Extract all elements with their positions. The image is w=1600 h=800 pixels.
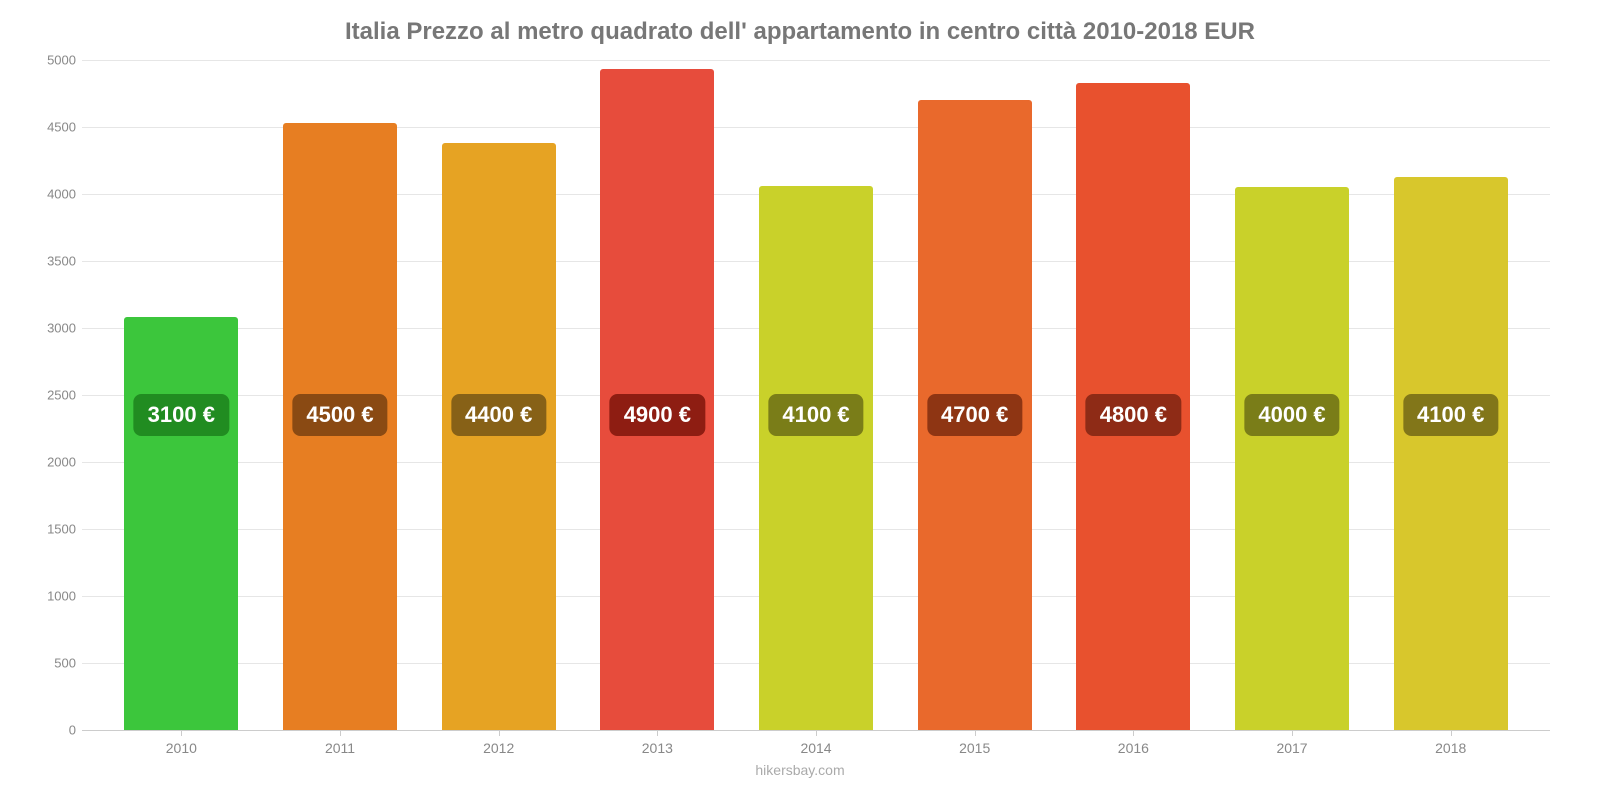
y-tick-label: 3500 [30,254,76,269]
bar-slot: 4900 € [578,60,737,730]
bar-slot: 4000 € [1213,60,1372,730]
bar [124,317,238,730]
value-label: 4900 € [610,394,705,436]
x-tick-label: 2016 [1054,740,1213,756]
value-label: 4100 € [1403,394,1498,436]
x-axis: 201020112012201320142015201620172018 [82,740,1550,756]
x-tick-label: 2015 [895,740,1054,756]
x-tick-mark [1292,730,1293,736]
x-tick-mark [975,730,976,736]
bar-slot: 3100 € [102,60,261,730]
x-tick-label: 2018 [1371,740,1530,756]
x-tick-label: 2011 [261,740,420,756]
y-tick-label: 500 [30,656,76,671]
y-tick-label: 5000 [30,53,76,68]
y-tick-label: 0 [30,723,76,738]
x-tick-label: 2017 [1213,740,1372,756]
source-label: hikersbay.com [30,762,1570,778]
y-tick-label: 3000 [30,321,76,336]
bar-slot: 4800 € [1054,60,1213,730]
x-tick-label: 2012 [419,740,578,756]
y-tick-label: 2000 [30,455,76,470]
bar-slot: 4100 € [1371,60,1530,730]
x-tick-label: 2013 [578,740,737,756]
bar [1394,177,1508,730]
bar [759,186,873,730]
y-tick-label: 4000 [30,187,76,202]
chart-title: Italia Prezzo al metro quadrato dell' ap… [30,18,1570,46]
value-label: 4400 € [451,394,546,436]
value-label: 4100 € [768,394,863,436]
value-label: 4500 € [292,394,387,436]
x-tick-mark [340,730,341,736]
bars-container: 3100 € 4500 € 4400 € 4900 € 4100 € 4700 € 4800… [82,60,1550,730]
x-tick-mark [816,730,817,736]
bar [1235,187,1349,730]
x-tick-label: 2014 [737,740,896,756]
value-label: 4700 € [927,394,1022,436]
plot-area: 0500100015002000250030003500400045005000… [82,60,1550,730]
bar-chart: Italia Prezzo al metro quadrato dell' ap… [0,0,1600,800]
value-label: 4800 € [1086,394,1181,436]
value-label: 3100 € [134,394,229,436]
bar [442,143,556,730]
y-tick-label: 4500 [30,120,76,135]
bar-slot: 4700 € [895,60,1054,730]
bar-slot: 4400 € [419,60,578,730]
x-tick-mark [181,730,182,736]
x-tick-mark [1133,730,1134,736]
x-tick-mark [657,730,658,736]
value-label: 4000 € [1244,394,1339,436]
y-tick-label: 1500 [30,522,76,537]
x-tick-mark [1451,730,1452,736]
y-tick-label: 1000 [30,589,76,604]
y-tick-label: 2500 [30,388,76,403]
x-tick-label: 2010 [102,740,261,756]
bar-slot: 4100 € [737,60,896,730]
bar-slot: 4500 € [261,60,420,730]
x-tick-mark [499,730,500,736]
